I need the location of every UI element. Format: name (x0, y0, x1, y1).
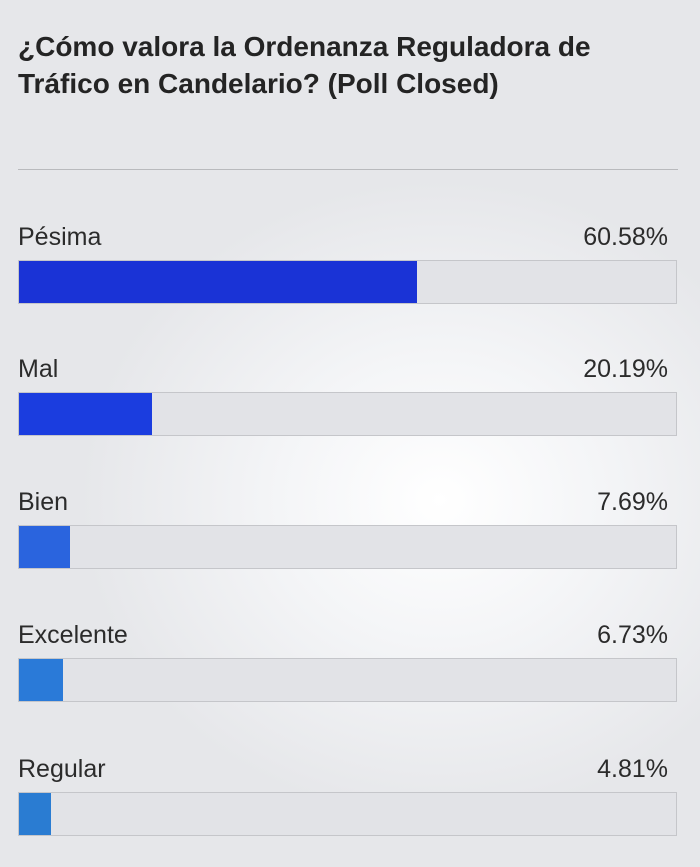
poll-option-bien: Bien 7.69% (18, 487, 680, 577)
divider (18, 169, 678, 170)
result-bar-fill (19, 526, 70, 568)
option-percent: 20.19% (583, 355, 668, 383)
poll-option-mal: Mal 20.19% (18, 354, 680, 444)
result-bar-fill (19, 793, 51, 835)
result-bar-fill (19, 659, 64, 701)
option-percent: 7.69% (597, 488, 668, 516)
option-percent: 6.73% (597, 621, 668, 649)
poll-option-excelente: Excelente 6.73% (18, 620, 680, 710)
result-bar-track (18, 525, 677, 569)
result-bar-track (18, 658, 677, 702)
option-percent: 4.81% (597, 755, 668, 783)
poll-option-regular: Regular 4.81% (18, 754, 680, 844)
poll-option-pesima: Pésima 60.58% (18, 222, 680, 312)
option-label: Bien (18, 488, 69, 516)
option-label: Excelente (18, 621, 128, 649)
poll-title: ¿Cómo valora la Ordenanza Reguladora de … (18, 31, 591, 99)
option-label: Mal (18, 355, 59, 383)
result-bar-track (18, 260, 677, 304)
option-percent: 60.58% (583, 223, 668, 251)
result-bar-track (18, 392, 677, 436)
result-bar-track (18, 792, 677, 836)
result-bar-fill (19, 393, 152, 435)
option-label: Pésima (18, 223, 102, 251)
result-bar-fill (19, 261, 417, 303)
option-label: Regular (18, 755, 106, 783)
